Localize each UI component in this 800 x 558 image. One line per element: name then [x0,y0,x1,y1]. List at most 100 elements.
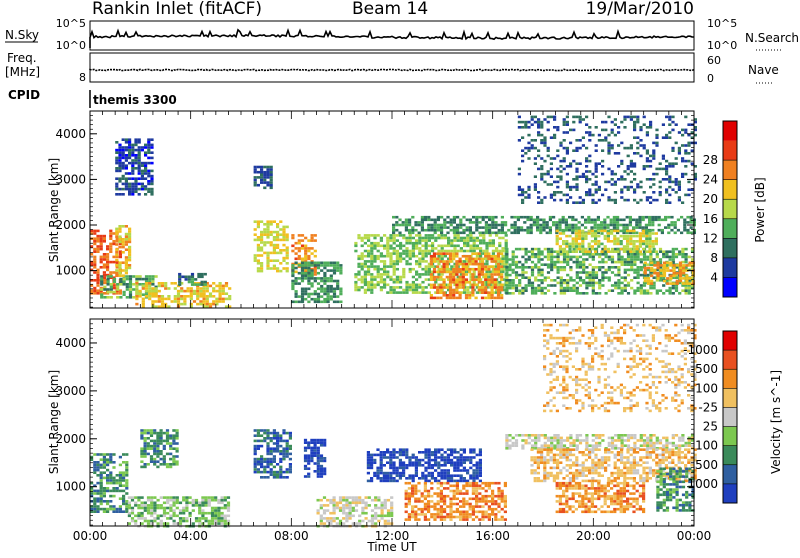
power-cell [323,298,326,301]
power-cell [107,278,110,281]
velocity-cell [144,507,147,510]
velocity-cell [217,499,220,502]
power-cell [589,274,592,277]
power-cell [624,261,627,264]
power-cell [473,250,476,253]
velocity-cell [276,450,279,453]
power-cell [373,278,376,281]
power-region-16 [254,166,273,189]
power-cell [418,263,421,266]
velocity-cell [198,504,201,507]
power-cell [270,233,273,236]
power-cell [100,245,103,248]
power-cell [134,141,137,144]
power-cell [412,291,415,294]
power-cell [286,226,289,229]
power-cell [475,252,478,255]
velocity-cell [270,440,273,443]
velocity-cell [106,461,109,464]
power-cell [436,289,439,292]
power-cell [276,223,279,226]
power-cell [613,240,616,243]
power-cell [304,237,307,240]
power-cell [447,245,450,248]
power-cell [629,248,632,251]
velocity-cell [217,507,220,510]
power-cell [616,219,619,222]
velocity-cell [131,520,134,523]
power-cell [478,263,481,266]
power-cell [409,284,412,287]
power-cell [584,219,587,222]
power-cell [126,288,129,291]
power-cell [370,260,373,263]
power-cell [398,232,401,235]
velocity-cell [314,444,317,447]
power-cell [118,235,121,238]
power-cell [526,229,529,232]
velocity-cell [140,437,143,440]
velocity-cell [160,507,163,510]
power-cell [582,292,585,295]
velocity-cell [179,509,182,512]
power-cell [411,226,414,229]
power-cell [317,277,320,280]
power-cell [443,291,446,294]
power-cell [415,247,418,250]
power-cell [525,289,528,292]
velocity-cell [208,496,211,499]
velocity-cell [131,517,134,520]
power-cell [466,291,469,294]
velocity-heatmap [90,324,697,528]
power-cell [679,272,682,275]
power-cell [270,166,273,169]
power-cell [576,258,579,261]
power-cell [685,292,688,295]
nsky-series-line [90,30,694,48]
power-cell [291,250,294,253]
power-cell [107,280,110,283]
power-cell [540,165,543,168]
power-cell [650,262,653,265]
power-cell [455,252,458,255]
velocity-cell [370,467,373,470]
power-cell [468,294,471,297]
power-cell [566,121,569,124]
power-cell [540,175,543,178]
power-cell [323,280,326,283]
power-cell [659,289,662,292]
power-colorbar-tick-label: 12 [703,231,718,245]
power-cell [282,259,285,262]
velocity-cell [279,434,282,437]
velocity-cell [140,466,143,469]
power-cell [266,181,269,184]
power-cell [525,271,528,274]
power-cell [132,275,135,278]
power-colorbar-swatch [723,238,737,258]
power-cell [444,245,447,248]
power-cell [421,226,424,229]
power-cell [377,250,380,253]
power-cell [96,276,99,279]
power-cell [671,188,674,191]
power-cell [430,297,433,300]
power-cell [367,255,370,258]
power-cell [521,194,524,197]
power-cell [643,258,646,261]
power-cell [128,157,131,160]
power-cell [563,139,566,142]
velocity-cell [128,515,131,518]
power-cell [279,252,282,255]
power-cell [623,147,626,150]
power-cell [122,162,125,165]
power-cell [678,181,681,184]
velocity-cell [176,434,179,437]
power-cell [455,260,458,263]
velocity-cell [307,454,310,457]
power-cell [320,301,323,304]
power-cell [591,245,594,248]
power-cell [629,224,632,227]
power-cell [642,230,645,233]
power-cell [254,184,257,187]
power-cell [534,116,537,119]
